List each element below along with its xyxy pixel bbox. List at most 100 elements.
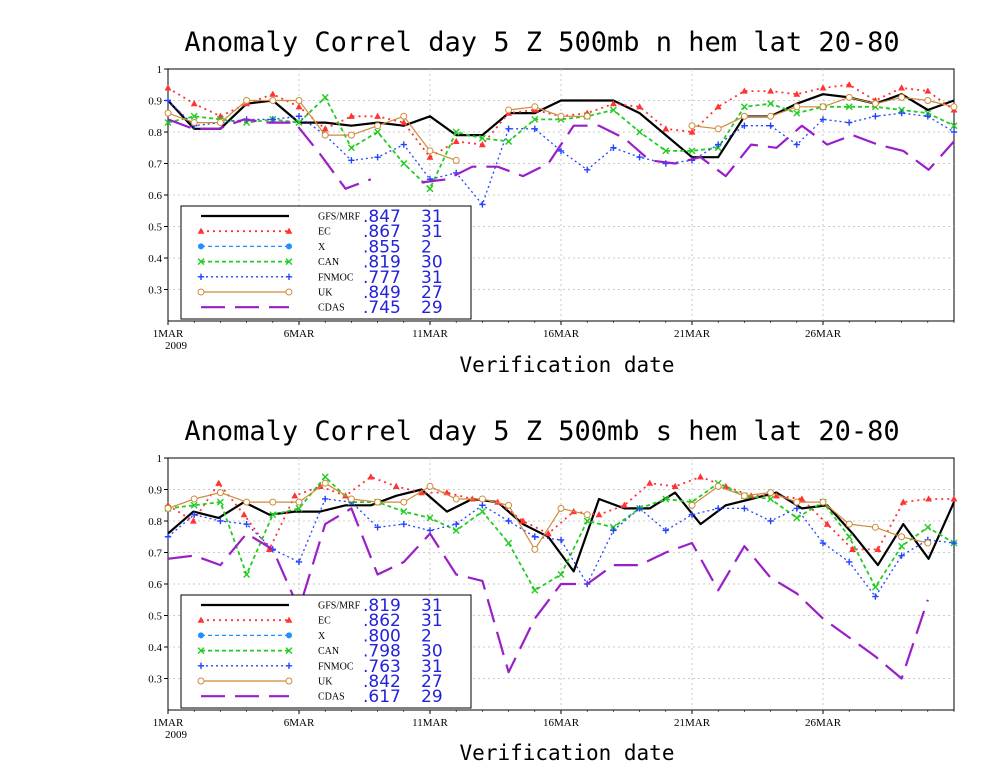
data-point (872, 113, 879, 120)
data-point (950, 539, 958, 547)
x-tick-label: 11MAR (412, 717, 448, 729)
data-point (845, 103, 853, 111)
legend-mean: .745 (363, 298, 401, 318)
data-point (452, 495, 460, 503)
data-point (164, 97, 172, 104)
data-point (400, 498, 408, 506)
data-point (347, 495, 355, 503)
data-point (243, 498, 251, 506)
data-point (295, 498, 303, 506)
data-point (505, 539, 513, 547)
y-tick-label: 0.5 (148, 611, 162, 623)
legend-marker (285, 258, 293, 266)
data-point (872, 593, 879, 600)
legend-item-fnmoc: FNMOC .777 31 (197, 268, 443, 288)
x-axis-label: Verification date (460, 353, 675, 377)
data-point (722, 482, 730, 489)
x-tick-year: 2009 (165, 340, 188, 352)
data-point (767, 495, 775, 503)
data-point (740, 492, 748, 500)
data-point (609, 106, 617, 114)
data-point (544, 530, 552, 537)
data-point (557, 147, 565, 155)
series-line (421, 124, 955, 184)
data-point (899, 498, 907, 505)
data-point (374, 112, 381, 119)
series-uk (164, 479, 932, 553)
data-point (367, 473, 375, 480)
data-point (347, 144, 355, 152)
data-point (321, 479, 329, 487)
legend-count: 29 (421, 687, 443, 707)
legend-item-cdas: CDAS .617 29 (201, 687, 443, 707)
data-point (505, 501, 513, 509)
data-point (793, 141, 800, 148)
data-point (321, 131, 329, 139)
legend-marker (285, 288, 293, 296)
legend-item-can: CAN .819 30 (197, 253, 443, 273)
y-tick-label: 0.3 (148, 285, 162, 297)
data-point (924, 97, 932, 104)
legend-mean: .798 (363, 642, 401, 662)
data-point (714, 482, 722, 490)
legend-item-ec: EC .867 31 (197, 222, 443, 242)
legend-marker (285, 647, 293, 655)
data-point (688, 128, 696, 135)
data-point (295, 119, 303, 127)
data-point (819, 498, 827, 506)
y-tick-label: 0.4 (148, 253, 162, 265)
data-point (531, 125, 538, 133)
legend-count: 31 (421, 596, 443, 616)
data-point (400, 112, 408, 120)
legend-mean: .617 (363, 687, 401, 707)
data-point (662, 147, 670, 155)
legend-mean: .855 (363, 237, 401, 257)
legend-count: 31 (421, 611, 443, 631)
legend-mean: .763 (363, 657, 401, 677)
data-point (741, 87, 748, 94)
data-point (793, 514, 801, 522)
data-point (845, 81, 853, 88)
legend-marker (285, 677, 293, 685)
data-point (950, 103, 958, 111)
chart-title: Anomaly Correl day 5 Z 500mb n hem lat 2… (184, 27, 899, 58)
data-point (243, 571, 251, 579)
legend-count: 2 (421, 626, 432, 646)
data-point (505, 517, 512, 525)
legend-item-cdas: CDAS .745 29 (201, 298, 443, 318)
data-point (216, 119, 224, 127)
data-point (452, 137, 460, 145)
data-point (610, 527, 617, 534)
data-point (557, 504, 565, 512)
legend-item-uk: UK .849 27 (197, 283, 443, 303)
data-point (164, 109, 172, 117)
legend-marker (285, 227, 293, 234)
legend-mean: .800 (363, 626, 401, 646)
data-point (898, 533, 906, 541)
legend-marker (198, 632, 204, 639)
data-point (519, 517, 527, 524)
x-tick-label: 21MAR (674, 328, 711, 340)
data-point (845, 93, 853, 101)
data-point (849, 545, 856, 552)
data-point (505, 106, 513, 114)
chart-panel-1: Anomaly Correl day 5 Z 500mb n hem lat 2… (148, 27, 958, 377)
data-point (610, 144, 617, 151)
data-point (636, 128, 644, 136)
data-point (531, 103, 539, 111)
data-point (164, 533, 172, 540)
legend-count: 29 (421, 298, 443, 318)
data-point (819, 103, 827, 111)
legend-item-gfsmrf: GFS/MRF .819 31 (201, 596, 443, 616)
data-point (583, 511, 591, 519)
data-point (452, 526, 460, 534)
y-tick-label: 0.7 (148, 548, 162, 560)
data-point (426, 482, 434, 490)
data-point (845, 533, 853, 541)
data-point (924, 539, 932, 547)
data-point (874, 545, 882, 552)
data-point (479, 141, 486, 148)
legend-count: 30 (421, 253, 443, 273)
data-point (426, 153, 434, 160)
